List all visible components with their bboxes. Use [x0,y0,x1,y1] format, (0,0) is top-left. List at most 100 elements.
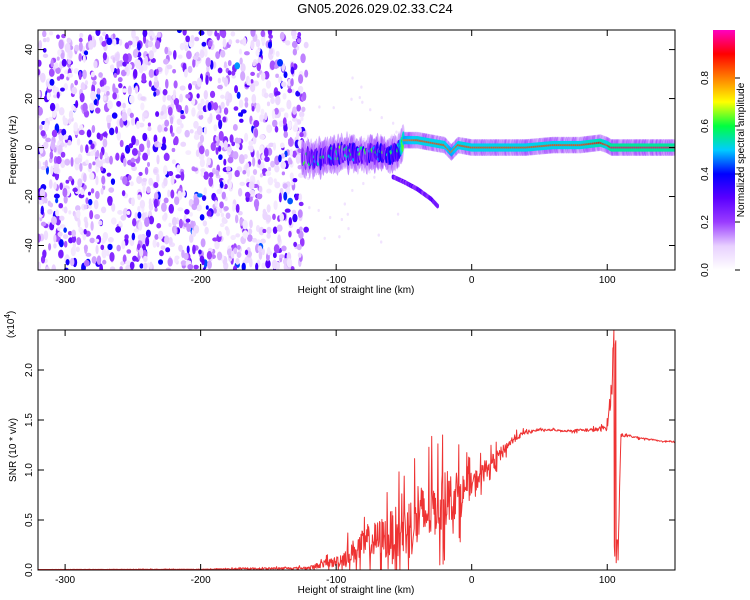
spectrogram-cell [235,233,241,238]
spectrogram-cell [155,40,161,50]
spectrogram-cell [195,51,200,58]
spectrogram-cell [160,245,166,250]
spectrogram-cell [98,220,103,226]
spectrogram-cell [294,120,298,131]
spectrogram-cell [267,176,274,186]
spectrogram-frame [37,29,676,271]
spectrogram-cell [121,88,128,93]
spectrogram-cell [131,135,136,146]
spectrogram-cell [51,216,57,226]
spectrogram-cell [168,236,173,246]
spectrogram-cell [285,40,291,46]
spectrogram-cell [274,181,281,189]
spectrogram-cell [102,138,108,148]
spectrogram-cell [173,97,180,106]
spectrogram-cell [260,238,266,244]
spectrogram-cell [100,244,105,251]
spectrogram-cell [139,199,146,209]
spectrogram-cell [106,37,113,46]
spectrogram-cell [246,167,250,177]
spectrogram-cell [259,134,266,140]
colorbar-tick-label: 0.2 [700,215,711,229]
spectrogram-cell [252,168,258,175]
spectrogram-cell [136,175,143,185]
spectrogram-cell [235,258,240,265]
spectrogram-cell [227,60,232,67]
spectrogram-cell [50,165,54,176]
spectrogram-cell [279,107,285,112]
spectrogram-cell [129,112,134,119]
spectrogram-cell [181,249,185,259]
spectrogram-cell [216,251,223,261]
spectrogram-cell [208,176,214,187]
spectrogram-x-label: Height of straight line (km) [298,285,415,296]
spectrogram-cell [142,112,148,117]
spectrogram-cell [101,237,106,244]
x-tick-label: -200 [191,575,211,586]
y-tick-label: 40 [24,44,35,56]
spectrogram-cell [283,131,289,139]
spectrogram-cell [236,91,241,99]
spectrogram-cell [290,30,297,37]
spectrogram-cell [284,208,291,213]
spectrogram-cell [146,148,151,157]
spectrogram-cell [127,85,132,96]
spectrogram-cell [292,177,298,183]
spectrogram-cell [272,119,278,128]
spectrogram-cell [148,198,152,207]
spectrogram-cell [212,237,218,242]
spectrogram-cell [101,175,106,185]
spectrogram-cell [83,259,90,267]
spectrogram-cell [186,245,190,254]
spectrogram-cell [171,159,176,165]
spectrogram-cell [74,79,78,86]
spectrogram-cell [141,212,146,221]
spectrogram-cell [146,262,150,269]
spectrogram-cell [196,204,202,212]
spectrogram-cell [194,36,200,42]
spectrogram-cell [253,119,260,128]
spectrogram-cell [255,39,261,48]
spectrogram-cell [291,117,298,122]
spectrogram-cell [107,236,114,243]
spectrogram-cell [248,140,254,146]
spectrogram-cell [280,161,287,169]
spectrogram-cell [64,69,69,75]
spectrogram-cell [133,68,138,79]
spectrogram-cell [265,170,272,177]
spectrogram-cell [175,174,181,179]
spectrogram-cell [227,156,234,164]
spectrogram-cell [196,125,203,136]
spectrogram-cell [188,83,193,91]
spectrogram-cell [200,168,206,173]
spectrogram-cell [166,64,173,70]
spectrogram-cell [240,63,246,73]
spectrogram-cell [351,188,354,193]
spectrogram-cell [297,32,302,38]
spectrogram-cell [213,124,218,132]
spectrogram-cell [129,261,135,270]
spectrogram-cell [251,93,257,104]
spectrogram-cell [183,252,189,261]
spectrogram-cell [100,206,107,214]
spectrogram-cell [147,122,152,127]
spectrogram-cell [148,80,152,87]
spectrogram-cell [291,40,298,49]
spectrogram-cell [196,77,202,88]
spectrogram-cell [63,206,68,214]
spectrogram-cell [234,85,239,94]
spectrogram-cell [213,102,219,111]
spectrogram-cell [162,94,166,103]
spectrogram-cell [116,131,121,141]
spectrogram-cell [38,160,42,170]
spectrogram-cell [115,152,120,161]
spectrogram-cell [91,256,97,264]
spectrogram-cell [195,149,200,158]
spectrogram-cell [182,30,187,36]
spectrogram-cell [144,55,149,65]
spectrogram-cell [242,230,249,239]
spectrogram-cell [255,102,261,113]
spectrogram-cell [219,30,225,37]
spectrogram-cell [108,187,115,193]
spectrogram-cell [174,135,179,146]
